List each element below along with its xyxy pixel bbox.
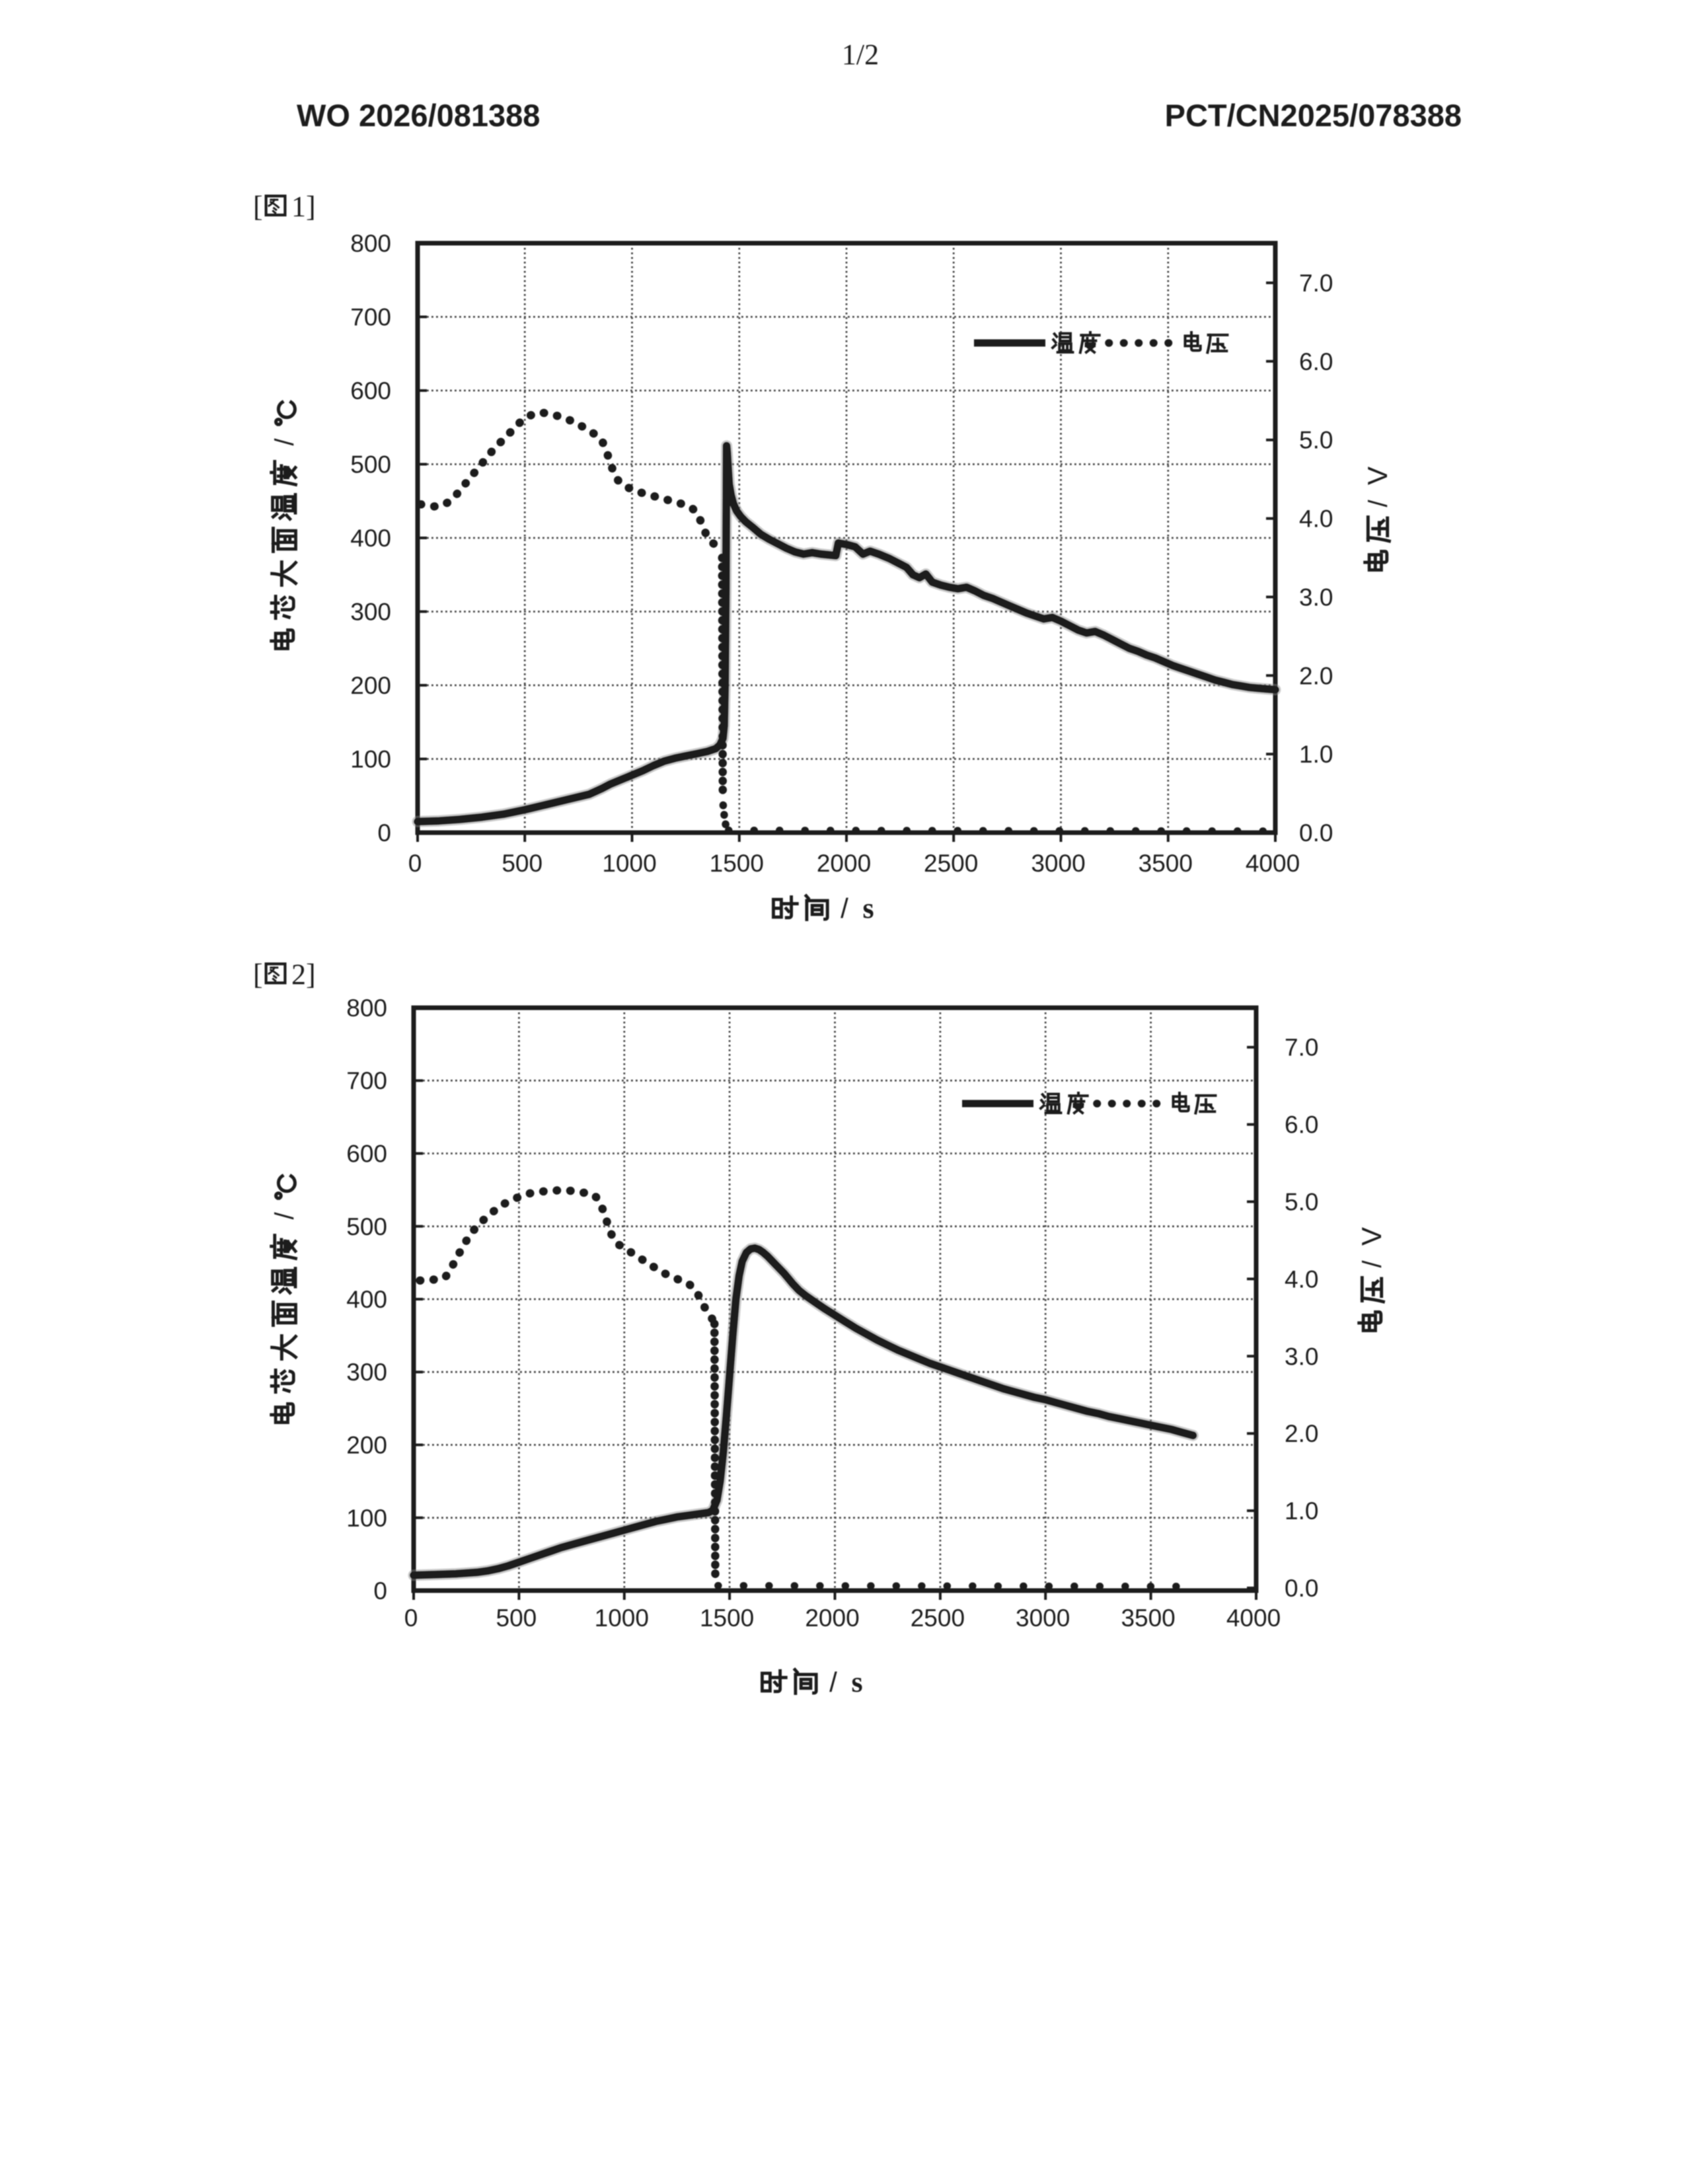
svg-text:0: 0 [408,850,422,877]
svg-text:3000: 3000 [1031,850,1085,877]
svg-text:2.0: 2.0 [1285,1420,1318,1447]
svg-text:1000: 1000 [602,850,656,877]
svg-text:500: 500 [346,1213,387,1240]
svg-text:s: s [851,1666,862,1698]
svg-text:400: 400 [346,1286,387,1313]
svg-text:/: / [1358,1260,1387,1268]
svg-text:/: / [829,1667,837,1698]
svg-text:0.0: 0.0 [1299,819,1333,847]
svg-text:800: 800 [346,995,387,1022]
svg-text:1000: 1000 [595,1604,649,1632]
svg-text:3.0: 3.0 [1299,584,1333,611]
svg-text:/: / [270,1212,299,1220]
svg-text:6.0: 6.0 [1285,1111,1318,1139]
svg-text:500: 500 [350,451,391,478]
svg-text:600: 600 [350,377,391,404]
svg-text:7.0: 7.0 [1285,1034,1318,1061]
svg-text:300: 300 [346,1359,387,1386]
svg-text:3500: 3500 [1139,850,1193,877]
svg-text:500: 500 [502,850,543,877]
svg-text:500: 500 [496,1604,537,1632]
svg-text:600: 600 [346,1141,387,1168]
svg-text:/: / [270,438,299,446]
svg-text:4.0: 4.0 [1299,506,1333,533]
svg-text:2500: 2500 [924,850,978,877]
svg-text:100: 100 [346,1505,387,1532]
svg-text:[: [ [253,190,263,223]
svg-text:/: / [841,893,848,924]
svg-text:WO 2026/081388: WO 2026/081388 [297,98,540,133]
svg-text:4000: 4000 [1246,850,1300,877]
svg-text:200: 200 [346,1432,387,1459]
svg-text:300: 300 [350,599,391,626]
svg-text:1500: 1500 [700,1604,754,1632]
svg-text:4000: 4000 [1226,1604,1281,1632]
svg-text:PCT/CN2025/078388: PCT/CN2025/078388 [1165,98,1462,133]
svg-text:1500: 1500 [710,850,764,877]
svg-text:2000: 2000 [805,1604,859,1632]
svg-text:5.0: 5.0 [1285,1189,1318,1216]
svg-text:3500: 3500 [1121,1604,1175,1632]
svg-text:0.0: 0.0 [1285,1575,1318,1602]
svg-text:800: 800 [350,230,391,257]
svg-text:0: 0 [404,1604,418,1632]
svg-text:s: s [862,892,874,924]
svg-text:2]: 2] [291,958,316,991]
svg-text:/: / [1364,500,1393,508]
svg-text:1]: 1] [291,190,316,223]
svg-text:2.0: 2.0 [1299,662,1333,689]
svg-text:6.0: 6.0 [1299,348,1333,375]
svg-text:[: [ [253,958,263,991]
svg-text:0: 0 [373,1577,387,1604]
svg-text:700: 700 [350,304,391,331]
svg-text:3.0: 3.0 [1285,1343,1318,1370]
svg-text:V: V [1356,1227,1387,1246]
svg-text:7.0: 7.0 [1299,270,1333,297]
svg-text:2500: 2500 [911,1604,965,1632]
svg-text:1.0: 1.0 [1299,741,1333,768]
svg-text:0: 0 [377,819,391,847]
svg-text:200: 200 [350,672,391,699]
svg-text:V: V [1362,467,1393,485]
svg-text:400: 400 [350,525,391,552]
svg-text:4.0: 4.0 [1285,1265,1318,1293]
svg-text:1/2: 1/2 [842,38,879,71]
svg-text:1.0: 1.0 [1285,1497,1318,1525]
svg-text:5.0: 5.0 [1299,427,1333,454]
svg-text:700: 700 [346,1067,387,1094]
svg-text:100: 100 [350,746,391,773]
svg-text:3000: 3000 [1016,1604,1070,1632]
svg-text:2000: 2000 [817,850,871,877]
